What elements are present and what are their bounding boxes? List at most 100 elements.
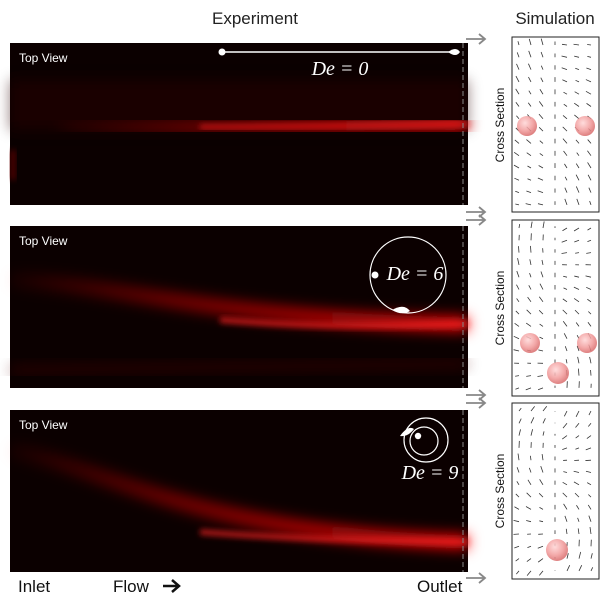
velocity-arrow bbox=[513, 335, 520, 340]
cross-section-label: Cross Section bbox=[493, 271, 507, 346]
cross-section-label: Cross Section bbox=[493, 454, 507, 529]
connector-arrows bbox=[466, 33, 487, 584]
velocity-arrow bbox=[565, 528, 568, 535]
velocity-arrow bbox=[530, 417, 535, 424]
velocity-arrow bbox=[575, 186, 580, 193]
velocity-arrow bbox=[515, 101, 520, 107]
velocity-arrow bbox=[528, 285, 532, 290]
velocity-arrow bbox=[526, 570, 532, 576]
velocity-arrow bbox=[525, 506, 532, 510]
velocity-arrow bbox=[587, 139, 592, 144]
velocity-arrow bbox=[515, 493, 520, 498]
velocity-arrow bbox=[538, 296, 544, 303]
velocity-arrow bbox=[530, 221, 533, 229]
velocity-arrow bbox=[562, 115, 568, 120]
velocity-arrow bbox=[539, 89, 544, 95]
velocity-arrow bbox=[575, 322, 580, 327]
velocity-arrow bbox=[518, 418, 522, 424]
velocity-arrow bbox=[528, 467, 532, 473]
velocity-arrow bbox=[527, 102, 532, 107]
velocity-arrow bbox=[587, 322, 592, 327]
velocity-arrow bbox=[514, 177, 520, 181]
velocity-arrow bbox=[539, 570, 544, 576]
velocity-arrow bbox=[590, 567, 594, 572]
velocity-arrow bbox=[526, 152, 532, 157]
velocity-arrow bbox=[540, 77, 544, 83]
velocity-arrow bbox=[588, 515, 592, 522]
velocity-arrow bbox=[564, 187, 568, 193]
velocity-arrow bbox=[541, 453, 544, 461]
velocity-arrow bbox=[575, 410, 580, 418]
velocity-arrow bbox=[515, 375, 520, 377]
velocity-arrow bbox=[578, 565, 583, 572]
velocity-arrow bbox=[563, 503, 568, 510]
velocity-arrow bbox=[586, 252, 592, 254]
velocity-arrow bbox=[587, 298, 592, 303]
velocity-arrow bbox=[516, 63, 520, 70]
velocity-arrow bbox=[576, 505, 580, 510]
velocity-arrow bbox=[515, 88, 520, 95]
velocity-arrow bbox=[528, 50, 532, 58]
velocity-arrow bbox=[562, 423, 568, 429]
velocity-arrow bbox=[518, 407, 522, 412]
velocity-arrow bbox=[587, 239, 592, 242]
velocity-arrow bbox=[566, 553, 569, 559]
velocity-arrow bbox=[537, 190, 544, 193]
velocity-arrow bbox=[563, 471, 568, 473]
velocity-arrow bbox=[573, 43, 580, 46]
velocity-arrow bbox=[573, 286, 580, 290]
velocity-arrow bbox=[518, 429, 521, 436]
de-label: De = 6 bbox=[386, 263, 444, 285]
velocity-arrow bbox=[586, 435, 592, 439]
velocity-arrow bbox=[590, 553, 593, 559]
velocity-arrow bbox=[576, 198, 580, 206]
velocity-arrow bbox=[563, 91, 568, 95]
velocity-arrow bbox=[587, 44, 592, 46]
velocity-arrow bbox=[516, 270, 520, 278]
velocity-arrow bbox=[574, 275, 580, 278]
velocity-arrow bbox=[562, 435, 568, 440]
velocity-arrow bbox=[528, 90, 532, 95]
velocity-arrow bbox=[577, 356, 580, 364]
velocity-arrow bbox=[578, 551, 582, 559]
velocity-arrow bbox=[528, 38, 532, 46]
velocity-arrow bbox=[538, 165, 544, 169]
velocity-arrow bbox=[588, 423, 592, 427]
velocity-arrow bbox=[587, 504, 592, 510]
velocity-arrow bbox=[541, 259, 544, 265]
velocity-arrow bbox=[574, 239, 580, 243]
velocity-arrow bbox=[529, 455, 532, 461]
velocity-arrow bbox=[587, 227, 592, 231]
velocity-arrow bbox=[562, 298, 568, 303]
velocity-arrow bbox=[562, 481, 568, 486]
velocity-arrow bbox=[561, 43, 568, 46]
velocity-arrow bbox=[575, 163, 580, 169]
velocity-arrow bbox=[537, 558, 544, 563]
velocity-arrow bbox=[538, 127, 544, 132]
velocity-arrow bbox=[589, 200, 592, 206]
velocity-arrow bbox=[539, 507, 544, 510]
velocity-arrow bbox=[540, 466, 544, 473]
velocity-arrow bbox=[525, 203, 532, 206]
velocity-arrow bbox=[517, 258, 520, 265]
velocity-arrow bbox=[539, 323, 544, 327]
velocity-arrow bbox=[561, 67, 568, 70]
velocity-arrow bbox=[563, 410, 568, 417]
velocity-arrow bbox=[513, 164, 520, 169]
velocity-arrow bbox=[577, 528, 580, 535]
velocity-arrow bbox=[564, 515, 568, 522]
top-view-label: Top View bbox=[19, 418, 68, 432]
velocity-arrow bbox=[537, 177, 544, 181]
velocity-arrow bbox=[585, 447, 592, 451]
velocity-arrow bbox=[562, 227, 568, 232]
velocity-arrow bbox=[537, 387, 544, 391]
velocity-arrow bbox=[561, 55, 568, 58]
particles bbox=[517, 116, 597, 561]
velocity-arrow bbox=[585, 79, 592, 83]
velocity-arrow bbox=[575, 435, 580, 439]
velocity-arrow bbox=[542, 431, 545, 436]
velocity-arrow bbox=[526, 190, 532, 193]
velocity-arrow bbox=[539, 336, 544, 340]
velocity-arrow bbox=[528, 63, 532, 70]
velocity-arrow bbox=[514, 506, 520, 510]
